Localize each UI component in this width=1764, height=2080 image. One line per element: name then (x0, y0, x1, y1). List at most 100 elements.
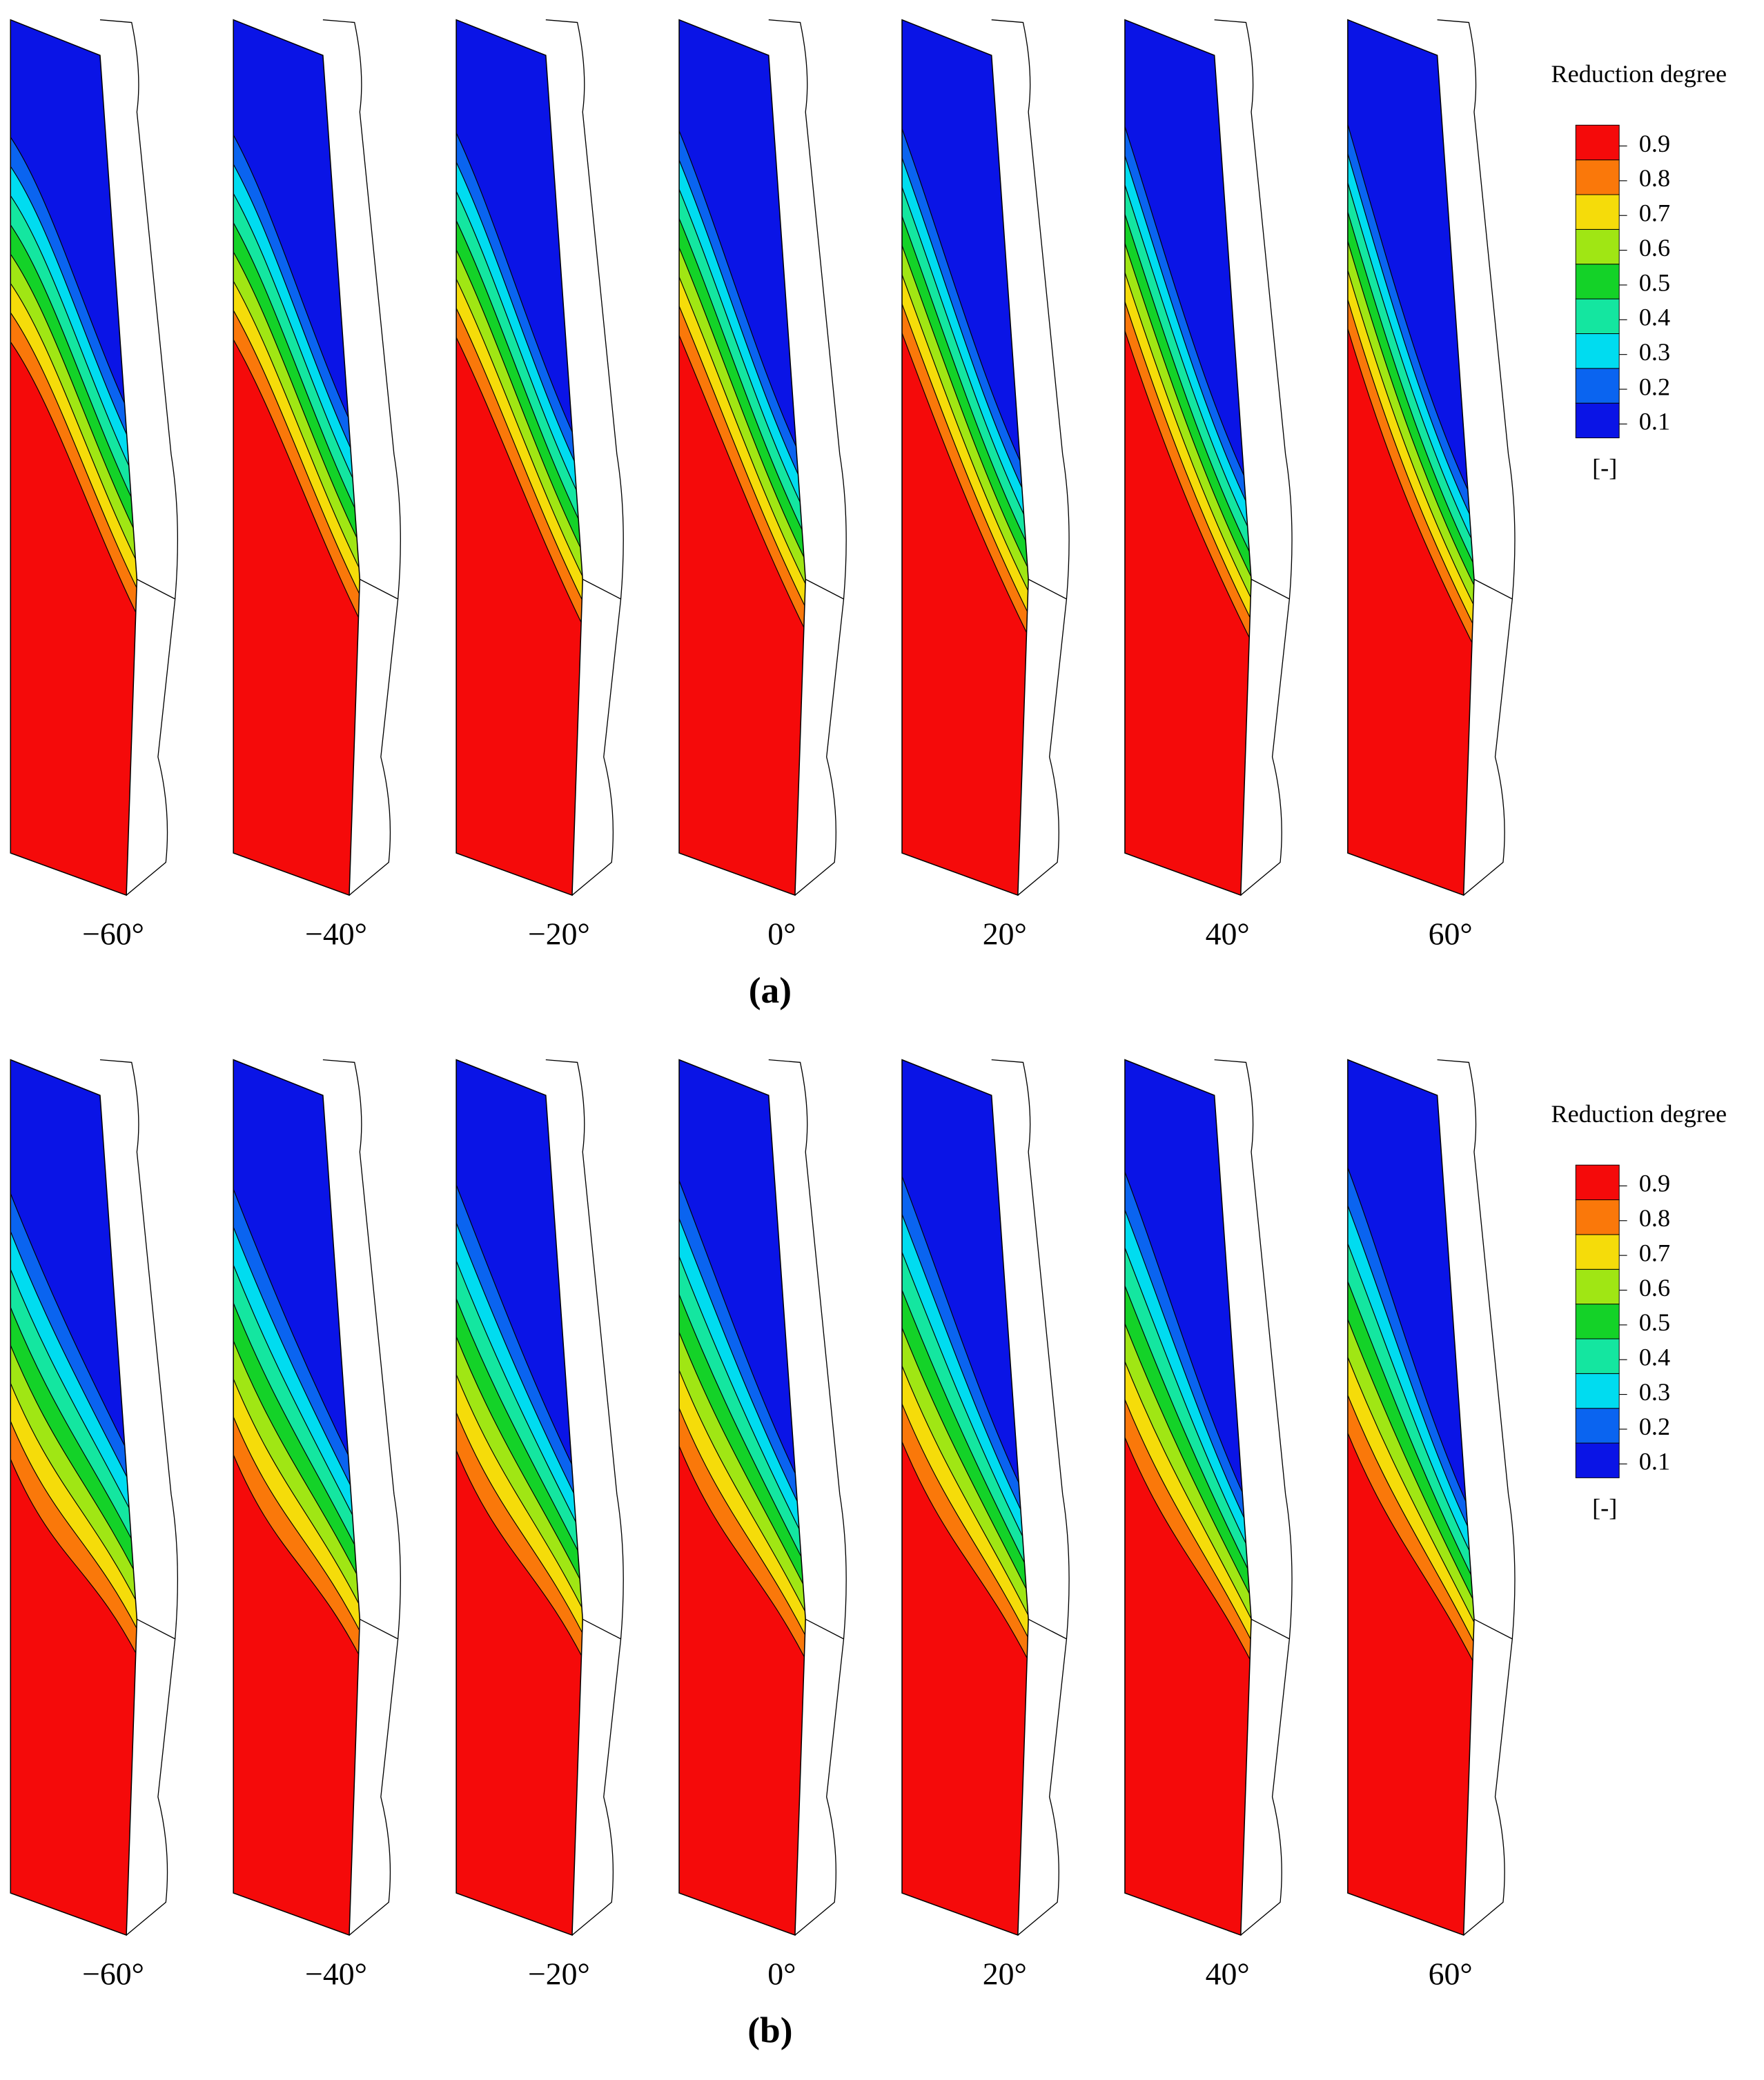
vessel-outline (768, 19, 847, 896)
colorbar-swatch (1575, 1164, 1620, 1201)
angle-label: 40° (1206, 916, 1250, 952)
vessel-outline (545, 19, 624, 896)
colorbar-swatch (1575, 1338, 1620, 1374)
contour-band (901, 1425, 1029, 1936)
colorbar-label: 0.3 (1639, 1378, 1670, 1406)
colorbar-swatch (1575, 159, 1620, 195)
colorbar-label: 0.6 (1639, 234, 1670, 262)
angle-label: 0° (767, 916, 796, 952)
colorbar-label: 0.4 (1639, 304, 1670, 331)
panel-outline (1124, 19, 1252, 896)
colorbar-swatch (1575, 1304, 1620, 1340)
panel (233, 19, 360, 896)
panel-outline (10, 19, 138, 896)
colorbar-swatch (1575, 124, 1620, 161)
vessel-outline (991, 19, 1070, 896)
panel-outline (1347, 19, 1475, 896)
colorbar-label: 0.8 (1639, 1204, 1670, 1232)
panel (456, 1059, 583, 1936)
panel-outline (233, 1059, 361, 1936)
angle-label: 40° (1206, 1956, 1250, 1992)
panel (1124, 19, 1252, 896)
angle-label: 0° (767, 1956, 796, 1992)
caption: (b) (747, 2009, 792, 2050)
panel-outline (233, 19, 361, 896)
angle-label: −60° (82, 1956, 144, 1992)
angle-label: −40° (305, 916, 367, 952)
angle-label: −40° (305, 1956, 367, 1992)
colorbar-swatch (1575, 298, 1620, 334)
contour-band (1347, 1416, 1474, 1936)
colorbar-swatch (1575, 194, 1620, 230)
colorbar-label: 0.1 (1639, 408, 1670, 435)
panel-outline (901, 1059, 1029, 1936)
contour-band (456, 1433, 583, 1936)
panel-outline (1124, 1059, 1252, 1936)
colorbar-swatch (1575, 1373, 1620, 1409)
panel-outline (10, 1059, 138, 1936)
caption: (a) (749, 969, 792, 1010)
vessel-outline (1214, 19, 1293, 896)
angle-label: 60° (1429, 1956, 1473, 1992)
vessel-outline (768, 1059, 847, 1936)
contour-band (679, 319, 806, 896)
contour-band (679, 1429, 806, 1936)
legend-title: Reduction degree (1551, 60, 1727, 88)
vessel-outline (1437, 1059, 1516, 1936)
contour-band (10, 331, 137, 896)
vessel-outline (991, 1059, 1070, 1936)
colorbar-label: 0.7 (1639, 1239, 1670, 1266)
panel-outline (678, 19, 806, 896)
colorbar-swatch (1575, 368, 1620, 404)
colorbar-label: 0.9 (1639, 1170, 1670, 1197)
vessel-outline (322, 1059, 401, 1936)
angle-label: −20° (528, 916, 590, 952)
vessel-outline (99, 1059, 179, 1936)
colorbar-swatch (1575, 1268, 1620, 1305)
colorbar-label: 0.6 (1639, 1274, 1670, 1302)
panel (456, 19, 583, 896)
angle-label: −60° (82, 916, 144, 952)
panel-outline (901, 19, 1029, 896)
contour-band (1124, 1420, 1252, 1936)
contour-band (233, 326, 360, 896)
contour-band (456, 324, 583, 896)
colorbar-swatch (1575, 228, 1620, 265)
colorbar-label: 0.9 (1639, 130, 1670, 157)
panel (1124, 1059, 1252, 1936)
vessel-outline (1214, 1059, 1293, 1936)
colorbar-swatch (1575, 264, 1620, 300)
angle-label: 20° (983, 1956, 1027, 1992)
colorbar-label: 0.2 (1639, 373, 1670, 400)
legend-title: Reduction degree (1551, 1100, 1727, 1128)
colorbar-swatch (1575, 402, 1620, 439)
angle-label: 20° (983, 916, 1027, 952)
colorbar-label: 0.4 (1639, 1344, 1670, 1371)
panel-outline (678, 1059, 806, 1936)
panel-outline (1347, 1059, 1475, 1936)
colorbar-swatch (1575, 333, 1620, 369)
vessel-outline (545, 1059, 624, 1936)
colorbar-label: 0.2 (1639, 1413, 1670, 1440)
vessel-outline (1437, 19, 1516, 896)
panel (10, 1059, 137, 1936)
panel (679, 1059, 806, 1936)
colorbar-swatch (1575, 1442, 1620, 1478)
angle-label: 60° (1429, 916, 1473, 952)
panel (10, 19, 137, 896)
colorbar-label: 0.8 (1639, 164, 1670, 192)
colorbar-label: 0.1 (1639, 1448, 1670, 1475)
panel (1347, 19, 1474, 896)
contour-band (901, 315, 1029, 896)
colorbar-swatch (1575, 1408, 1620, 1444)
panel (679, 19, 806, 896)
colorbar-swatch (1575, 1199, 1620, 1235)
colorbar-label: 0.7 (1639, 199, 1670, 227)
vessel-outline (322, 19, 401, 896)
panel (1347, 1059, 1474, 1936)
vessel-outline (99, 19, 179, 896)
angle-label: −20° (528, 1956, 590, 1992)
unit-label: [-] (1592, 453, 1617, 481)
